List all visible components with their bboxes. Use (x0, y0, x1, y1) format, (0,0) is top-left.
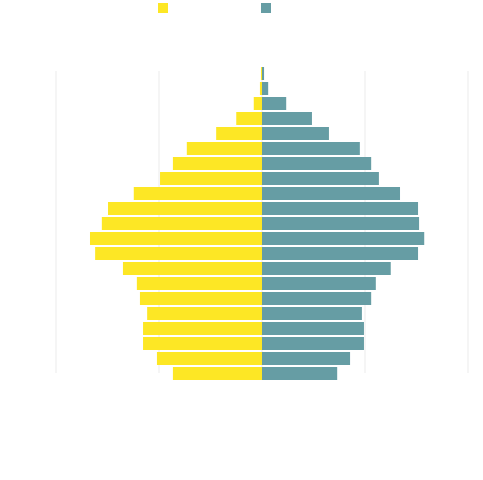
bar (136, 277, 262, 290)
bar (186, 142, 262, 155)
bar (262, 322, 364, 335)
bar (262, 157, 372, 170)
bar (262, 187, 401, 200)
bar (139, 292, 262, 305)
bar (262, 67, 265, 80)
bar (262, 217, 420, 230)
bar (122, 262, 262, 275)
legend-key (158, 3, 168, 13)
bar (262, 172, 379, 185)
bar (147, 307, 262, 320)
bar (262, 82, 269, 95)
bar (262, 247, 419, 260)
bar (108, 202, 262, 215)
bar (262, 142, 360, 155)
bar (262, 97, 287, 110)
bar (236, 112, 262, 125)
bar (143, 337, 262, 350)
bar (216, 127, 262, 140)
bar (262, 367, 338, 380)
bar (259, 82, 262, 95)
bar (160, 172, 262, 185)
bar (143, 322, 262, 335)
bar (89, 232, 263, 245)
bar (262, 112, 312, 125)
bar (253, 97, 262, 110)
bar (133, 187, 262, 200)
bar (95, 247, 262, 260)
bar (262, 262, 391, 275)
bar (172, 157, 262, 170)
bar (262, 232, 425, 245)
bar (101, 217, 263, 230)
bar (262, 202, 419, 215)
bar (172, 367, 262, 380)
bar (260, 67, 262, 80)
legend-key (261, 3, 271, 13)
bar (262, 292, 372, 305)
bar (156, 352, 262, 365)
bar (262, 277, 376, 290)
bar (262, 127, 329, 140)
bar (262, 337, 364, 350)
bar (262, 352, 351, 365)
bar (262, 307, 362, 320)
